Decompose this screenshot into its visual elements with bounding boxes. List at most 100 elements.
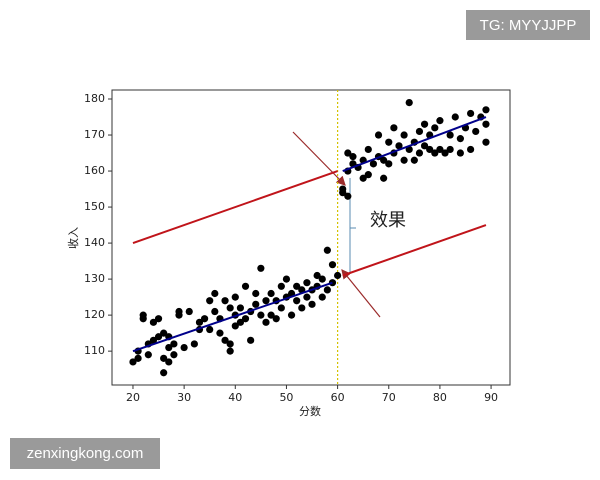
fit-line <box>342 224 487 277</box>
point <box>415 149 424 157</box>
point <box>241 282 250 290</box>
point <box>385 138 393 146</box>
point <box>267 289 275 298</box>
x-tick-label: 70 <box>382 391 396 404</box>
plot-frame <box>111 89 511 386</box>
x-tick-label: 90 <box>484 391 498 404</box>
point <box>441 149 449 157</box>
point <box>482 120 490 128</box>
point <box>344 192 352 200</box>
point <box>344 149 352 157</box>
annotation: 效果 <box>370 210 406 231</box>
point <box>134 354 142 362</box>
point <box>426 145 434 154</box>
arrow <box>292 131 346 186</box>
point <box>318 293 326 301</box>
point <box>339 189 347 197</box>
point <box>395 142 403 150</box>
point <box>267 311 275 319</box>
point <box>190 340 198 348</box>
y-tick-label: 150 <box>84 200 105 213</box>
y-tick-label: 140 <box>84 236 105 249</box>
point <box>293 297 301 305</box>
point <box>364 171 372 179</box>
point <box>160 329 168 337</box>
point <box>277 304 285 312</box>
point <box>139 311 147 319</box>
point <box>323 286 331 294</box>
point <box>241 315 250 323</box>
x-tick-label: 80 <box>433 391 447 404</box>
plot: 20 30 40 50 60 70 80 90 110 120 130 140 150 160 170 180 <box>84 90 498 404</box>
point <box>195 318 204 326</box>
point <box>303 279 311 287</box>
point <box>206 297 214 305</box>
point <box>380 174 388 182</box>
point <box>149 318 158 326</box>
point <box>410 156 418 164</box>
point <box>293 282 301 290</box>
point <box>349 153 357 161</box>
point <box>226 347 234 355</box>
x-tick-label: 50 <box>279 391 293 404</box>
point <box>129 358 137 366</box>
point <box>420 120 429 128</box>
point <box>221 297 229 305</box>
point <box>257 264 265 272</box>
point <box>313 271 321 280</box>
point <box>165 343 173 352</box>
point <box>231 322 239 330</box>
watermark: zenxingkong.com <box>27 445 144 462</box>
point <box>446 145 454 154</box>
point <box>165 358 173 366</box>
point <box>154 315 163 323</box>
point <box>385 160 393 168</box>
point <box>400 131 408 139</box>
point <box>374 131 383 139</box>
point <box>420 142 429 150</box>
point <box>323 246 331 254</box>
point <box>405 99 413 107</box>
point <box>467 109 475 118</box>
point <box>185 307 193 316</box>
point <box>175 307 183 316</box>
point <box>456 135 464 143</box>
point <box>160 369 168 377</box>
point <box>318 275 326 283</box>
point <box>364 145 372 154</box>
point <box>149 336 158 344</box>
y-tick-label: 170 <box>84 128 105 141</box>
point <box>277 282 285 290</box>
arrow <box>341 269 381 318</box>
x-tick-label: 30 <box>177 391 191 404</box>
point <box>221 336 229 344</box>
fit-line <box>132 281 333 353</box>
point <box>456 149 464 157</box>
point <box>308 300 316 308</box>
point <box>431 149 439 157</box>
point <box>400 156 408 164</box>
point <box>160 354 168 362</box>
point <box>282 275 291 283</box>
point <box>211 289 219 298</box>
point <box>252 289 260 298</box>
y-tick-label: 180 <box>84 92 105 105</box>
point <box>334 271 342 280</box>
point <box>482 106 490 114</box>
point <box>451 113 459 121</box>
x-tick-label: 60 <box>331 391 345 404</box>
point <box>380 156 388 164</box>
point <box>415 127 424 136</box>
watermark-box <box>466 10 590 40</box>
point <box>144 351 152 359</box>
point <box>170 351 178 359</box>
point <box>369 160 378 168</box>
point <box>226 340 234 348</box>
point <box>482 138 490 146</box>
point <box>436 145 444 154</box>
y-tick-label: 120 <box>84 308 105 321</box>
fit-line <box>132 170 338 245</box>
point <box>262 318 270 326</box>
point <box>298 304 306 312</box>
